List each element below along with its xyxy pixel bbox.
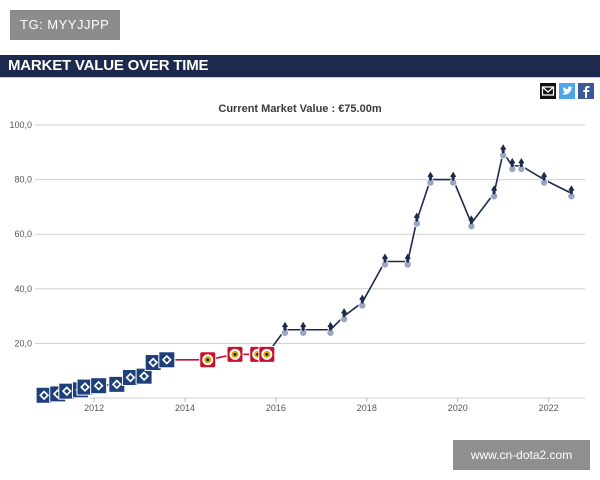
- chart-title: Current Market Value : €75.00m: [218, 103, 382, 115]
- data-point[interactable]: [508, 157, 517, 173]
- source-tag: TG: MYYJJPP: [10, 10, 120, 40]
- data-point[interactable]: [135, 367, 153, 385]
- data-point[interactable]: [490, 185, 499, 201]
- series-line-segment: [543, 178, 572, 194]
- series-line-segment: [452, 179, 473, 224]
- x-tick-label: 2012: [84, 403, 104, 413]
- data-point[interactable]: [108, 375, 126, 393]
- plot-background: [35, 125, 585, 400]
- data-point[interactable]: [403, 253, 412, 269]
- data-point[interactable]: [412, 212, 421, 228]
- data-point[interactable]: [467, 215, 476, 231]
- data-point[interactable]: [567, 185, 576, 201]
- page-title: MARKET VALUE OVER TIME: [0, 55, 600, 77]
- series-line-segment: [416, 179, 432, 221]
- email-icon[interactable]: [540, 83, 556, 99]
- data-point[interactable]: [299, 321, 308, 337]
- x-tick-label: 2018: [357, 403, 377, 413]
- data-point[interactable]: [258, 345, 276, 363]
- y-tick-label: 40,0: [14, 284, 32, 294]
- series-line-segment: [361, 261, 386, 303]
- data-point[interactable]: [381, 253, 389, 269]
- data-point[interactable]: [449, 171, 458, 187]
- x-tick-label: 2016: [266, 403, 286, 413]
- data-point[interactable]: [340, 308, 349, 324]
- data-point[interactable]: [426, 171, 435, 187]
- y-tick-label: 80,0: [14, 175, 32, 185]
- data-point[interactable]: [281, 321, 289, 337]
- data-point[interactable]: [499, 144, 508, 160]
- data-point[interactable]: [326, 321, 335, 337]
- data-point[interactable]: [517, 157, 526, 173]
- y-tick-label: 60,0: [14, 229, 32, 239]
- x-tick-label: 2014: [175, 403, 195, 413]
- twitter-icon[interactable]: [559, 83, 575, 99]
- watermark: www.cn-dota2.com: [453, 440, 590, 470]
- series-line-segment: [470, 192, 495, 224]
- x-tick-label: 2022: [539, 403, 559, 413]
- x-tick-label: 2020: [448, 403, 468, 413]
- y-tick-label: 100,0: [9, 120, 32, 130]
- data-point[interactable]: [76, 378, 94, 396]
- data-point[interactable]: [90, 377, 108, 395]
- facebook-icon[interactable]: [578, 83, 594, 99]
- data-point[interactable]: [540, 171, 549, 187]
- data-point[interactable]: [358, 294, 367, 310]
- data-point[interactable]: [158, 351, 176, 369]
- y-tick-label: 20,0: [14, 338, 32, 348]
- data-point[interactable]: [226, 345, 244, 363]
- banner-divider: [0, 77, 600, 78]
- data-point[interactable]: [199, 351, 217, 369]
- series-line-segment: [406, 220, 418, 262]
- series-line-segment: [493, 152, 504, 194]
